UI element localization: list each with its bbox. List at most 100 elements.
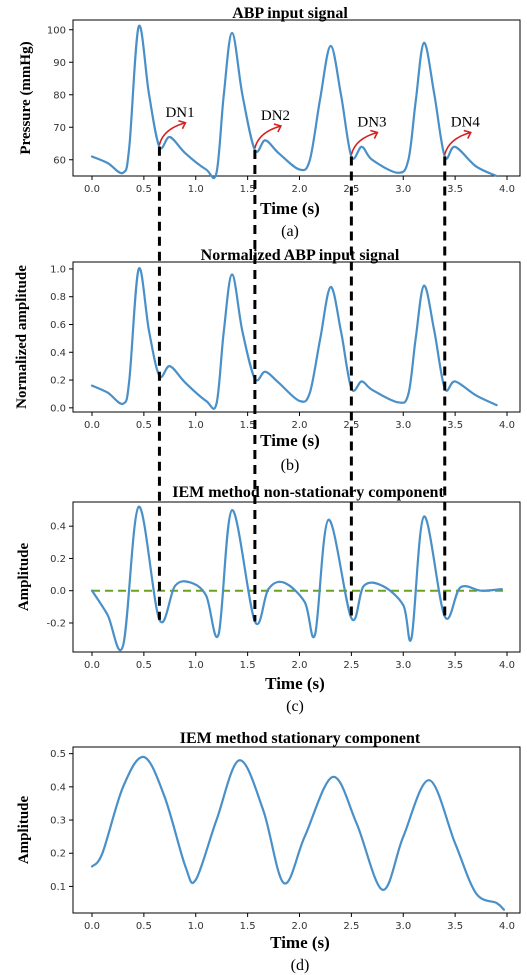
panel-c-title: IEM method non-stationary component [172, 484, 444, 501]
panel-d-xlabel: Time (s) [270, 933, 330, 952]
panel-a-xtick-label: 4.0 [499, 184, 515, 195]
panel-d-ytick-label: 0.2 [50, 849, 66, 860]
panel-a-frame [72, 19, 521, 177]
panel-d-title: IEM method stationary component [180, 730, 421, 747]
panel-a-xlabel: Time (s) [260, 199, 320, 218]
panel-d-xtick-label: 1.0 [188, 921, 204, 932]
panel-d-ytick-label: 0.4 [50, 782, 66, 793]
panel-c-xtick-label: 0.5 [136, 660, 152, 671]
panel-c-xtick-label: 1.5 [240, 660, 256, 671]
panel-a-series-line [90, 24, 498, 180]
panel-a-annotations: DN1 DN2 DN3 DN4 [158, 105, 481, 155]
dn-arrowhead [273, 123, 283, 133]
panel-a-xtick-label: 3.0 [395, 184, 411, 195]
panel-d-xtick-label: 2.5 [343, 921, 359, 932]
dn-label: DN4 [451, 115, 481, 131]
panel-a-ylabel: Pressure (mmHg) [18, 41, 34, 154]
panel-a-ytick-label: 70 [53, 123, 66, 134]
panel-d-xtick-label: 2.0 [292, 921, 308, 932]
panel-c-xtick-label: 2.5 [343, 660, 359, 671]
dn-label: DN3 [357, 115, 386, 131]
panel-b-ytick-label: 0.2 [50, 376, 66, 387]
dn-arrowhead [463, 129, 472, 139]
panel-a-xtick-label: 2.0 [292, 184, 308, 195]
panel-d-ytick-label: 0.5 [50, 749, 66, 760]
panel-a-xtick-label: 1.0 [188, 184, 204, 195]
panel-d-sublabel: (d) [291, 957, 310, 974]
dicrotic-notch-markers [157, 146, 447, 622]
panel-b: Normalized ABP input signal Normalized a… [14, 247, 521, 474]
panel-d: IEM method stationary component Amplitud… [16, 730, 521, 974]
panel-c-xtick-label: 0.0 [84, 660, 100, 671]
panel-c-xlabel: Time (s) [265, 674, 325, 693]
panel-b-xtick-label: 2.5 [343, 420, 359, 431]
panel-c-sublabel: (c) [286, 698, 304, 715]
panel-c-xtick-label: 2.0 [292, 660, 308, 671]
panel-b-series-line [90, 267, 498, 410]
panel-a-ytick-label: 80 [53, 90, 66, 101]
panel-c-xtick-label: 3.0 [395, 660, 411, 671]
panel-a-xtick-label: 0.5 [136, 184, 152, 195]
dn-arrowhead [178, 119, 187, 130]
panel-b-ytick-label: 0.6 [50, 320, 66, 331]
panel-c-xtick-label: 4.0 [499, 660, 515, 671]
panel-b-sublabel: (b) [281, 457, 300, 474]
dn-label: DN2 [261, 108, 290, 124]
panel-c-series-line [90, 505, 503, 652]
panel-b-title: Normalized ABP input signal [201, 247, 400, 264]
panel-b-xlabel: Time (s) [260, 431, 320, 450]
panel-b-ylabel: Normalized amplitude [14, 265, 30, 409]
panel-b-ytick-label: 0.8 [50, 292, 66, 303]
panel-a-sublabel: (a) [281, 223, 299, 240]
dn-arrow [443, 131, 471, 155]
dn-label: DN1 [165, 105, 194, 121]
panel-d-frame [72, 746, 521, 914]
panel-a-title: ABP input signal [232, 5, 348, 22]
panel-c-ytick-label: 0.0 [50, 586, 66, 597]
panel-c-xtick-label: 1.0 [188, 660, 204, 671]
panel-d-xtick-label: 0.0 [84, 921, 100, 932]
panel-d-ylabel: Amplitude [16, 795, 32, 864]
panel-c-ytick-label: -0.2 [46, 618, 66, 629]
panel-d-xtick-label: 1.5 [240, 921, 256, 932]
panel-a-xtick-label: 0.0 [84, 184, 100, 195]
dn-arrow [158, 121, 186, 145]
panel-c-ytick-label: 0.4 [50, 522, 66, 533]
panel-b-xtick-label: 1.0 [188, 420, 204, 431]
panel-c: IEM method non-stationary component Ampl… [16, 484, 521, 715]
panel-d-xtick-label: 0.5 [136, 921, 152, 932]
panel-b-xtick-label: 1.5 [240, 420, 256, 431]
panel-d-ticks: 0.0 0.5 1.0 1.5 2.0 2.5 3.0 3.5 4.0 0.1 0.2 0.3 0.4 0… [50, 749, 515, 932]
panel-b-xtick-label: 3.5 [447, 420, 463, 431]
panel-b-xtick-label: 0.5 [136, 420, 152, 431]
panel-b-xtick-label: 0.0 [84, 420, 100, 431]
panel-d-ytick-label: 0.1 [50, 882, 66, 893]
panel-a: ABP input signal Pressure (mmHg) Time (s… [18, 5, 521, 240]
panel-b-ticks: 0.0 0.5 1.0 1.5 2.0 2.5 3.0 3.5 4.0 0.0 0.2 0.4 0.6 0… [50, 264, 515, 431]
panel-a-xtick-label: 1.5 [240, 184, 256, 195]
panel-d-xtick-label: 3.0 [395, 921, 411, 932]
panel-b-xtick-label: 3.0 [395, 420, 411, 431]
panel-b-xtick-label: 4.0 [499, 420, 515, 431]
panel-d-xtick-label: 3.5 [447, 921, 463, 932]
panel-b-ytick-label: 0.0 [50, 403, 66, 414]
panel-b-ytick-label: 1.0 [50, 264, 66, 275]
panel-c-ylabel: Amplitude [16, 542, 32, 611]
panel-c-ticks: 0.0 0.5 1.0 1.5 2.0 2.5 3.0 3.5 4.0 -0.2 0.0 0.2 0.4 [46, 522, 514, 671]
dn-arrow [254, 125, 282, 149]
panel-a-xtick-label: 3.5 [447, 184, 463, 195]
panel-a-ytick-label: 60 [53, 155, 66, 166]
panel-c-frame [72, 501, 521, 653]
panel-c-ytick-label: 0.2 [50, 554, 66, 565]
panel-a-ytick-label: 100 [47, 25, 66, 36]
panel-a-ytick-label: 90 [53, 58, 66, 69]
panel-d-xtick-label: 4.0 [499, 921, 515, 932]
panel-b-ytick-label: 0.4 [50, 348, 66, 359]
panel-c-xtick-label: 3.5 [447, 660, 463, 671]
panel-b-frame [72, 261, 521, 413]
panel-b-xtick-label: 2.0 [292, 420, 308, 431]
dn-arrow [350, 131, 378, 155]
panel-d-ytick-label: 0.3 [50, 816, 66, 827]
